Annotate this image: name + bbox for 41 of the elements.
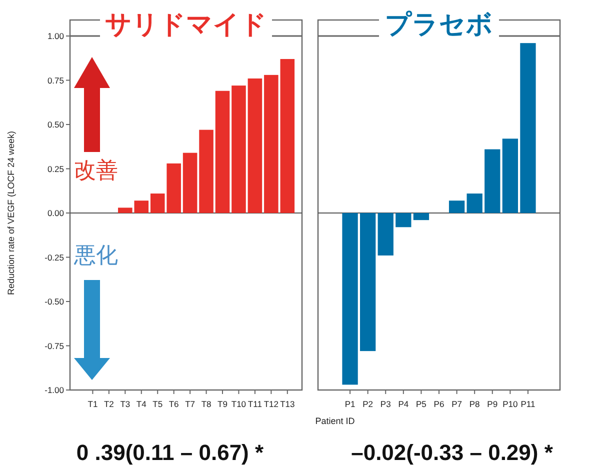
x-tick-label: T5 <box>152 399 163 409</box>
y-tick-label: -0.75 <box>44 340 64 351</box>
y-tick-label: -0.25 <box>44 252 64 262</box>
y-tick-label: 0.25 <box>47 164 64 174</box>
x-tick-label: P4 <box>398 399 409 409</box>
x-tick-label: P3 <box>380 399 392 409</box>
x-tick-label: T9 <box>218 399 228 409</box>
x-tick-label: T1 <box>88 399 98 409</box>
x-tick-label: P10 <box>502 399 518 409</box>
y-tick-label: 0.75 <box>47 75 64 86</box>
x-tick-label: T13 <box>280 399 295 409</box>
chart-title: プラセボ <box>385 9 493 39</box>
y-tick-label: 0.50 <box>47 120 64 130</box>
x-tick-label: P1 <box>344 399 356 409</box>
x-tick-label: P6 <box>434 399 444 409</box>
x-tick-label: T10 <box>231 399 246 409</box>
x-tick-label: T4 <box>136 399 147 409</box>
x-tick-label: T11 <box>248 399 262 409</box>
text: 0 .39(0.11 – 0.67) * <box>76 440 264 465</box>
x-tick-label: P9 <box>487 399 498 409</box>
annotation: 悪化 <box>73 242 118 268</box>
x-tick-label: T8 <box>201 399 212 409</box>
x-tick-label: P11 <box>520 399 536 409</box>
x-tick-label: P2 <box>362 399 374 409</box>
chart-title: サリドマイド <box>105 9 267 39</box>
y-tick-label: 1.00 <box>47 31 64 41</box>
annotation: 改善 <box>74 158 118 183</box>
x-tick-label: T2 <box>104 399 114 409</box>
y-axis-title: Reduction rate of VEGF (LOCF 24 week) <box>6 130 16 296</box>
y-tick-label: -1.00 <box>44 385 64 395</box>
x-tick-label: T7 <box>185 399 196 409</box>
x-tick-label: P8 <box>469 399 480 409</box>
y-tick-label: -0.50 <box>44 296 64 306</box>
text: –0.02(-0.33 – 0.29) * <box>351 440 554 465</box>
x-tick-label: P7 <box>452 399 462 409</box>
y-tick-label: 0.00 <box>47 208 64 218</box>
x-tick-label: P5 <box>416 399 427 409</box>
x-tick-label: T6 <box>168 399 180 409</box>
x-tick-label: T12 <box>264 399 279 409</box>
x-tick-label: T3 <box>120 399 130 409</box>
x-axis-title: Patient ID <box>315 416 356 426</box>
